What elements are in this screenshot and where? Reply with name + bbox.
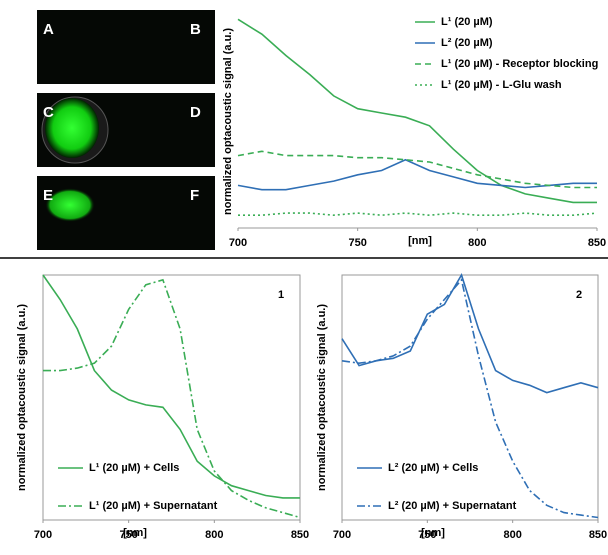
y-axis-label: normalized optacoustic signal (a.u.) <box>16 304 28 491</box>
legend-label: L¹ (20 µM) - Receptor blocking <box>441 58 598 70</box>
series-line <box>43 278 301 519</box>
x-tick-label: 750 <box>348 237 366 249</box>
x-tick-label: 700 <box>229 237 247 249</box>
x-tick-label: 850 <box>589 529 607 541</box>
x-axis-label: [nm] <box>421 527 445 539</box>
x-tick-label: 700 <box>34 529 52 541</box>
legend-label: L² (20 µM) <box>441 37 493 49</box>
image-signal <box>45 188 95 222</box>
x-tick-label: 750 <box>119 529 137 541</box>
panel-label: B <box>190 21 201 38</box>
legend-label: L¹ (20 µM) - L-Glu wash <box>441 79 562 91</box>
panel-number: 1 <box>278 289 284 301</box>
plot-frame <box>42 274 301 521</box>
legend-label: L¹ (20 µM) + Cells <box>89 462 179 474</box>
plot-frame <box>341 274 599 521</box>
x-axis-label: [nm] <box>123 527 147 539</box>
legend-label: L¹ (20 µM) <box>441 16 493 28</box>
y-axis-label: normalized optacoustic signal (a.u.) <box>316 304 328 491</box>
panel-number: 2 <box>576 289 582 301</box>
legend-label: L¹ (20 µM) + Supernatant <box>89 500 218 512</box>
image <box>37 10 215 84</box>
x-tick-label: 700 <box>333 529 351 541</box>
panel-label: F <box>190 187 199 204</box>
series-line <box>237 150 597 189</box>
series-line <box>238 212 598 217</box>
x-tick-label: 750 <box>418 529 436 541</box>
x-tick-label: 850 <box>588 237 606 249</box>
series-line <box>237 158 597 191</box>
y-axis-label: normalized optacoustic signal (a.u.) <box>222 28 234 215</box>
legend-label: L² (20 µM) + Supernatant <box>388 500 517 512</box>
panel-label: E <box>43 187 53 204</box>
series-line <box>341 278 599 519</box>
panel-label: A <box>43 21 54 38</box>
x-tick-label: 850 <box>291 529 309 541</box>
panel-label: D <box>190 104 201 121</box>
panel-label: C <box>43 104 54 121</box>
legend-label: L² (20 µM) + Cells <box>388 462 478 474</box>
series-line <box>42 274 300 499</box>
x-tick-label: 800 <box>503 529 521 541</box>
x-tick-label: 800 <box>205 529 223 541</box>
image-signal <box>45 98 99 158</box>
x-tick-label: 800 <box>468 237 486 249</box>
x-axis-label: [nm] <box>408 235 432 247</box>
series-line <box>341 273 599 394</box>
series-line <box>237 18 597 204</box>
image-panels: A B C D E F <box>37 10 215 250</box>
